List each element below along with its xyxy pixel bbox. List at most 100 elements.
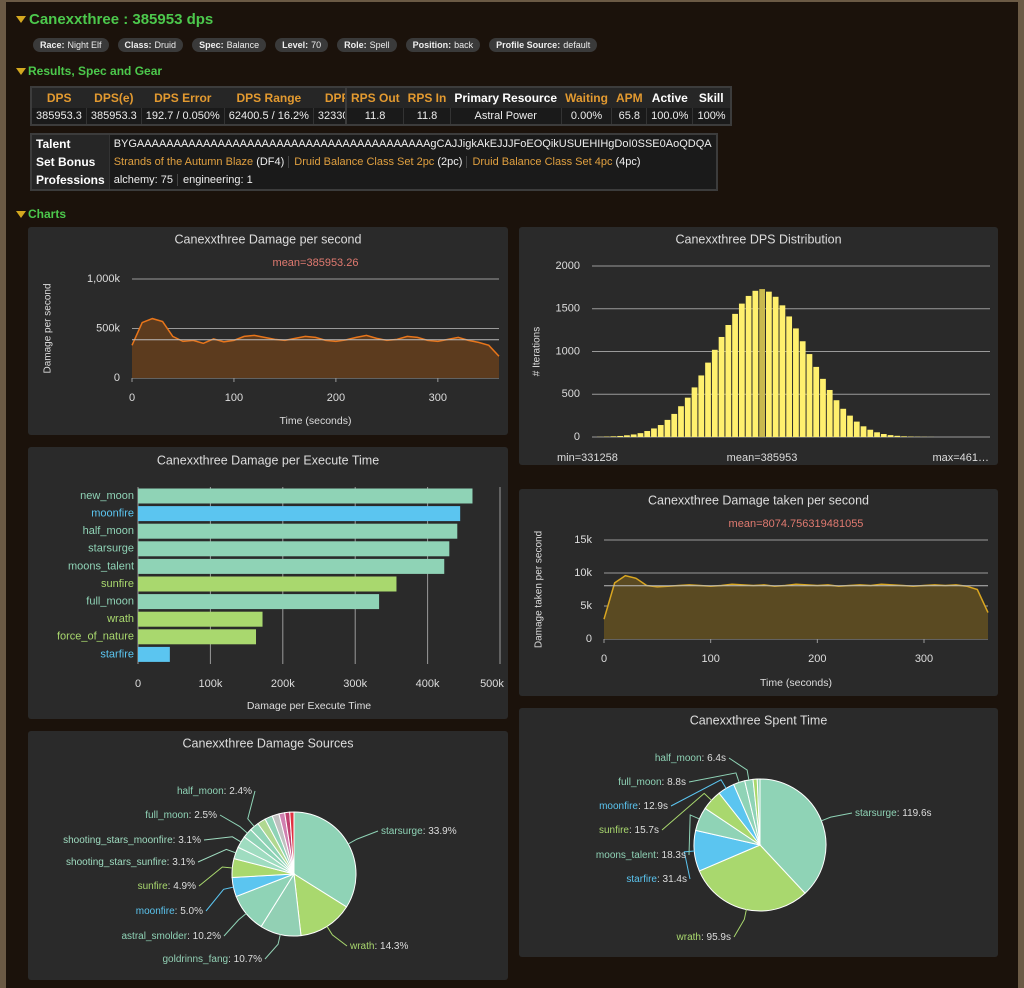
x-axis-label: Time (seconds) — [760, 677, 832, 689]
report: Canexxthree : 385953 dps Race: Night Elf C… — [6, 2, 1018, 988]
y-tick-label: 0 — [114, 372, 120, 384]
slice-name: moons_talent — [596, 850, 656, 861]
slice-value: : 14.3% — [374, 941, 408, 952]
y-tick-label: 10k — [574, 567, 592, 579]
collapse-icon[interactable] — [16, 16, 26, 23]
slice-name: moonfire — [136, 906, 175, 917]
bar — [705, 362, 711, 437]
connector — [688, 772, 740, 783]
bar — [874, 432, 880, 437]
y-tick-label: 15k — [574, 534, 592, 546]
y-tick-label: 1,000k — [87, 273, 121, 285]
col-header: DPS Range — [224, 87, 314, 108]
y-tick-label: 1500 — [556, 303, 580, 315]
bar — [745, 295, 752, 437]
bar — [630, 434, 637, 437]
slice-name: wrath — [349, 941, 374, 952]
set-tier: (4pc) — [615, 156, 641, 168]
bar — [138, 629, 257, 645]
bar — [813, 366, 820, 437]
bar — [806, 354, 813, 437]
connector — [683, 850, 695, 880]
category-label: starsurge — [88, 543, 134, 555]
bar — [759, 289, 765, 437]
bar — [671, 413, 678, 437]
bar — [718, 336, 725, 437]
bar — [732, 313, 738, 437]
slice-value: : 3.1% — [173, 835, 201, 846]
tag-label: Level: — [282, 40, 309, 50]
slice-name: sunfire — [599, 825, 629, 836]
spec-table: Talent BYGAAAAAAAAAAAAAAAAAAAAAAAAAAAAAAA… — [30, 133, 718, 191]
section-title[interactable]: Results, Spec and Gear — [28, 64, 163, 78]
cell: 11.8 — [403, 108, 451, 125]
section-title[interactable]: Charts — [28, 207, 67, 221]
slice-value: : 4.9% — [168, 881, 196, 892]
col-header: RPS Out — [346, 87, 404, 108]
set-tier: (2pc) — [437, 156, 463, 168]
line — [131, 317, 500, 357]
bar — [752, 290, 759, 437]
col-header: Primary Resource — [450, 87, 562, 108]
slice-name: starsurge — [381, 826, 423, 837]
cell: 100% — [692, 108, 731, 125]
x-tick-label: 400k — [416, 678, 440, 690]
connector — [264, 934, 281, 960]
slice-value: : 2.4% — [224, 786, 252, 797]
connector — [670, 779, 727, 807]
connector — [326, 926, 348, 947]
slice-label: starsurge: 119.6s — [855, 808, 932, 819]
tag: Class: Druid — [117, 38, 184, 52]
set-name: Druid Balance Class Set 2pc — [294, 156, 435, 168]
connector — [197, 848, 236, 863]
set-tier: (DF4) — [256, 156, 285, 168]
bar — [138, 558, 445, 574]
bar — [860, 426, 867, 437]
bar — [833, 400, 840, 437]
slice-value: : 10.2% — [187, 931, 221, 942]
bar — [138, 594, 380, 610]
slice-label: wrath: 14.3% — [349, 941, 408, 952]
y-axis-label: Damage taken per second — [534, 531, 545, 648]
bar — [887, 435, 894, 437]
bar — [786, 316, 793, 437]
player-title[interactable]: Canexxthree : 385953 dps — [29, 11, 214, 28]
collapse-icon[interactable] — [16, 211, 26, 218]
slice-label: half_moon: 2.4% — [177, 786, 252, 797]
slice-label: goldrinns_fang: 10.7% — [162, 954, 262, 965]
slice-label: starsurge: 33.9% — [381, 826, 457, 837]
slice-name: moonfire — [599, 801, 638, 812]
professions-cell: alchemy: 75 engineering: 1 — [108, 171, 717, 190]
bar — [711, 349, 718, 437]
connector — [203, 836, 242, 843]
x-tick-label: 500k — [480, 678, 504, 690]
bar — [826, 389, 833, 437]
set-name: Druid Balance Class Set 4pc — [472, 156, 613, 168]
cell: Astral Power — [449, 108, 562, 125]
y-tick-label: 2000 — [556, 260, 580, 272]
tag: Position: back — [405, 38, 481, 52]
slice-label: sunfire: 15.7s — [599, 825, 659, 836]
connector — [205, 886, 234, 912]
collapse-icon[interactable] — [16, 68, 26, 75]
x-tick-label: 200 — [808, 653, 826, 665]
chart: Canexxthree Damage per second 0 500k 1,000k… — [43, 232, 500, 427]
tag-value: back — [454, 40, 474, 50]
pie-slice — [698, 844, 806, 912]
y-tick-label: 5k — [580, 600, 592, 612]
slice-name: half_moon — [177, 786, 224, 797]
cell: 62400.5 / 16.2% — [223, 108, 314, 125]
category-label: full_moon — [86, 596, 134, 608]
x-tick-label: 0 — [129, 392, 135, 404]
slice-value: : 8.8s — [662, 777, 686, 788]
slice-label: half_moon: 6.4s — [655, 753, 726, 764]
y-tick-label: 0 — [574, 431, 580, 443]
chart-panel: Canexxthree Damage per Execute Time 0 100k… — [28, 447, 508, 719]
bar — [678, 406, 684, 437]
area — [132, 318, 499, 378]
connector — [728, 757, 750, 781]
col-header: DPS Error — [141, 87, 225, 108]
chart: Canexxthree Spent Time starsurge: 119.6s w… — [596, 713, 932, 942]
col-header: Waiting — [561, 87, 612, 108]
slice-name: starfire — [626, 874, 657, 885]
